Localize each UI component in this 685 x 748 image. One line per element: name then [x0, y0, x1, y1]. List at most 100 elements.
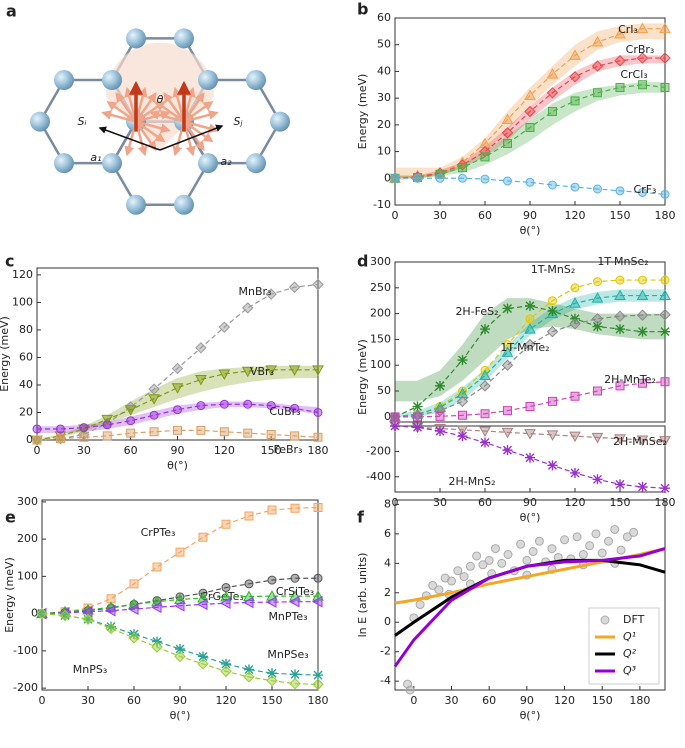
data-point: [547, 296, 558, 306]
data-point: [637, 275, 648, 285]
spin-cone-arrow: [182, 120, 205, 152]
x-tick-label: 0: [39, 694, 46, 707]
x-tick-label: 60: [127, 694, 141, 707]
data-point: [434, 585, 444, 595]
panel-label: f: [357, 508, 365, 527]
x-tick-label: 30: [77, 444, 91, 457]
data-point: [480, 324, 490, 335]
data-point: [313, 670, 323, 681]
y-tick-label: -400: [366, 470, 391, 483]
data-point: [465, 561, 475, 571]
data-point: [243, 399, 253, 409]
data-point: [502, 340, 513, 350]
data-point: [175, 547, 185, 557]
data-point: [501, 346, 514, 357]
data-point: [502, 303, 513, 314]
series-label: 1T-MnTe₂: [500, 341, 549, 354]
atom: [270, 111, 290, 132]
data-point: [660, 275, 670, 285]
spin-cone-arrow: [115, 92, 138, 123]
data-point: [472, 551, 482, 561]
data-point: [610, 524, 620, 534]
data-point: [413, 412, 422, 422]
x-axis-label: θ(°): [520, 709, 541, 722]
data-point: [458, 163, 467, 173]
series-line: [36, 369, 318, 441]
data-point: [79, 432, 89, 442]
data-point: [570, 96, 580, 106]
spin-cone-arrow: [183, 120, 214, 143]
data-point: [547, 460, 558, 471]
y-tick-label: 200: [370, 307, 391, 320]
chart: e -200 -100 0 100 200 300 0 30 60 90 120 150 180 θ(°) E…: [3, 495, 329, 722]
spin-cone-arrow: [183, 110, 219, 123]
data-point: [490, 544, 500, 554]
data-point: [638, 378, 647, 388]
data-point: [243, 671, 255, 683]
series-line: [41, 506, 319, 615]
data-point: [479, 426, 491, 438]
series-line: [394, 28, 665, 179]
data-point: [480, 152, 490, 162]
data-point: [593, 88, 602, 98]
data-point: [516, 539, 526, 549]
data-point: [221, 658, 231, 669]
data-point: [603, 536, 613, 546]
y-tick-label: 0: [26, 433, 33, 446]
data-point: [435, 380, 445, 391]
data-point: [534, 536, 544, 546]
diagram-label: a₁: [90, 151, 101, 164]
data-point: [597, 548, 607, 558]
data-point: [636, 52, 649, 64]
data-point: [615, 381, 625, 391]
data-point: [660, 483, 670, 494]
x-axis-label: θ(°): [170, 709, 191, 722]
data-point: [196, 598, 208, 611]
series-line: [394, 279, 665, 418]
data-point: [501, 113, 514, 125]
data-point: [522, 555, 532, 565]
data-point: [82, 613, 94, 625]
data-point: [569, 49, 581, 60]
atom: [126, 194, 146, 215]
data-point: [174, 650, 186, 663]
data-point: [127, 603, 139, 616]
atom: [246, 153, 266, 174]
data-point: [149, 427, 159, 437]
y-tick-label: 8: [384, 497, 391, 510]
data-point: [622, 532, 632, 542]
data-point: [659, 52, 671, 64]
data-point: [290, 403, 300, 413]
data-point: [591, 60, 604, 72]
spin-cone-arrow: [106, 100, 137, 123]
x-tick-label: 120: [565, 209, 586, 222]
data-point: [456, 425, 469, 436]
data-point: [290, 669, 300, 680]
legend-swatch: [600, 615, 610, 625]
x-tick-label: 150: [610, 209, 631, 222]
panel-label: c: [5, 252, 14, 271]
data-point: [637, 326, 648, 337]
spin-cone-arrow: [154, 100, 185, 123]
x-tick-label: 0: [410, 694, 417, 707]
data-point: [428, 580, 438, 590]
y-axis-label: Energy (meV): [0, 316, 11, 392]
data-point: [219, 597, 231, 610]
x-tick-label: 150: [592, 694, 613, 707]
data-point: [591, 432, 604, 444]
y-tick-label: 50: [377, 38, 391, 51]
spin-cone-arrow: [135, 120, 166, 143]
data-point: [218, 321, 231, 333]
data-point: [244, 664, 254, 675]
data-point: [171, 383, 184, 394]
data-point: [569, 431, 581, 443]
data-point: [288, 595, 300, 608]
data-point: [501, 127, 514, 139]
data-point: [615, 186, 625, 196]
y-tick-label: 100: [17, 569, 38, 582]
y-tick-label: 20: [19, 405, 33, 418]
data-point: [148, 383, 160, 395]
y-tick-label: 0: [31, 607, 38, 620]
data-point: [290, 503, 300, 513]
